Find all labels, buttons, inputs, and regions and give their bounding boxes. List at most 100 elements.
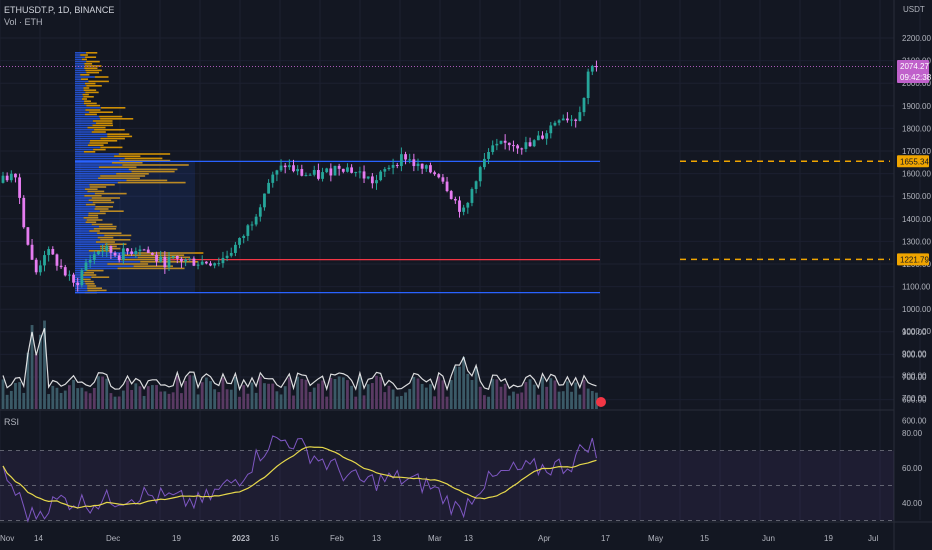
volume-profile-bar [83, 151, 96, 153]
volume-bar [566, 381, 569, 409]
candle-body [350, 167, 353, 173]
volume-bar [43, 320, 46, 409]
rsi-tick: 80.00 [902, 429, 923, 438]
volume-bar [441, 380, 445, 409]
volume-tick: 700.00 [902, 394, 927, 403]
candle-body [279, 165, 283, 171]
time-label: May [648, 534, 663, 543]
volume-bar [420, 383, 424, 409]
candle-body [138, 249, 142, 252]
volume-bar [292, 395, 295, 409]
volume-bar [561, 391, 565, 409]
volume-profile-bar [98, 225, 117, 228]
candle-body [30, 244, 34, 260]
volume-profile-bar [82, 93, 89, 96]
volume-profile-bar [121, 258, 176, 261]
volume-profile-bar [75, 256, 138, 259]
volume-profile-bar [75, 115, 100, 118]
candle-body [34, 259, 38, 273]
candle-body [55, 254, 59, 266]
volume-bar [300, 378, 304, 409]
volume-profile-bar [100, 239, 131, 241]
volume-profile-bar [75, 285, 88, 287]
volume-bar [383, 392, 387, 409]
candle-body [134, 251, 138, 254]
volume-bar [483, 395, 486, 409]
candle-body [72, 274, 75, 283]
price-tick: 1900.00 [902, 102, 931, 111]
volume-bar [204, 377, 208, 409]
candle-body [267, 182, 270, 194]
candle-body [225, 255, 229, 258]
volume-bar [109, 393, 113, 409]
volume-profile-bar [112, 162, 143, 164]
volume-profile-bar [88, 199, 112, 201]
volume-profile-bar [128, 168, 178, 171]
volume-bar [570, 391, 573, 409]
volume-profile-bar [107, 133, 130, 135]
volume-bar [429, 384, 432, 409]
volume-profile-bar [75, 135, 108, 138]
volume-profile-bar [75, 54, 81, 56]
volume-profile-bar [75, 250, 89, 252]
candle-body [375, 180, 378, 184]
volume-bar [134, 383, 138, 409]
volume-profile-bar [118, 153, 171, 155]
volume-bar [30, 325, 34, 409]
volume-profile-bar [81, 98, 87, 100]
candle-body [151, 252, 154, 255]
volume-profile-bar [75, 168, 129, 171]
candle-body [470, 189, 474, 203]
volume-profile-bar [75, 214, 89, 217]
candle-body [14, 173, 17, 178]
volume-profile-bar [75, 102, 84, 105]
volume-bar [196, 394, 200, 409]
time-label: Feb [330, 534, 344, 543]
volume-profile-bar [75, 261, 141, 263]
candle-body [287, 165, 291, 168]
volume-bar [1, 379, 5, 409]
candle-body [304, 175, 308, 177]
candle-body [221, 257, 225, 264]
volume-profile-bar [75, 65, 85, 67]
candle-body [325, 168, 329, 173]
volume-profile-bar [86, 60, 100, 63]
volume-bar [354, 396, 358, 409]
volume-profile-bar [85, 56, 97, 58]
volume-profile-bar [85, 109, 101, 111]
candle-body [292, 165, 295, 172]
volume-profile-bar [133, 265, 174, 267]
volume-profile-bar [75, 162, 113, 164]
volume-profile-bar [92, 201, 115, 204]
volume-profile-bar [89, 230, 100, 232]
volume-profile-bar [75, 67, 85, 69]
volume-profile-bar [75, 89, 84, 91]
volume-profile-bar [137, 252, 204, 254]
volume-bar [395, 396, 399, 409]
volume-bar [400, 395, 403, 409]
price-tick: 1800.00 [902, 124, 931, 133]
time-label: Mar [428, 534, 442, 543]
symbol-title[interactable]: ETHUSDT.P, 1D, BINANCE [4, 5, 115, 15]
price-tick: 1300.00 [902, 237, 931, 246]
candle-body [175, 255, 179, 259]
volume-bar [80, 387, 84, 409]
volume-bar [55, 387, 59, 409]
volume-bar [528, 379, 532, 409]
volume-indicator-label[interactable]: Vol · ETH [4, 17, 43, 27]
rsi-band-fill [0, 450, 894, 521]
candle-body [503, 140, 507, 143]
volume-profile-bar [99, 115, 123, 118]
volume-profile-bar [97, 232, 122, 234]
volume-profile-bar [100, 146, 123, 149]
candle-body [329, 168, 333, 176]
candle-body [483, 158, 486, 168]
candle-body [146, 249, 150, 253]
volume-profile-bar [75, 280, 85, 283]
volume-profile-bar [94, 192, 127, 195]
volume-profile-bar [75, 144, 88, 146]
candle-body [229, 252, 233, 256]
candle-body [528, 142, 532, 147]
rsi-label[interactable]: RSI [4, 417, 20, 427]
